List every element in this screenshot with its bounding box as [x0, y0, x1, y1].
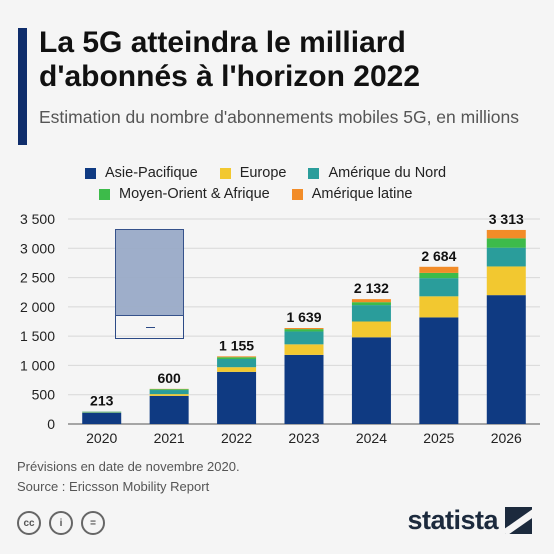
x-tick-label: 2023	[288, 430, 319, 446]
bar-segment	[419, 278, 459, 297]
y-tick-label: 500	[32, 387, 56, 403]
bar-segment	[149, 395, 189, 424]
chart-title: La 5G atteindra le milliard d'abonnés à …	[39, 26, 421, 93]
legend-swatch	[219, 167, 231, 179]
legend-item: Amérique du Nord	[308, 165, 446, 181]
bar-segment	[486, 247, 526, 267]
total-label: 2 132	[354, 280, 389, 296]
y-tick-label: 1 000	[20, 357, 55, 373]
legend-label: Amérique latine	[311, 186, 413, 202]
bar-segment	[419, 266, 459, 273]
bar-segment	[486, 238, 526, 248]
legend-swatch	[291, 188, 303, 200]
bar-segment	[217, 356, 257, 358]
y-tick-label: 3 500	[20, 211, 55, 227]
overlay-box-top	[115, 229, 184, 316]
bar-segment	[351, 302, 391, 306]
legend-item: Asie-Pacifique	[85, 165, 198, 181]
overlay-box-bottom	[115, 316, 184, 339]
total-label: 213	[90, 393, 114, 409]
license-icons: cc i =	[17, 511, 113, 535]
cc-icon[interactable]: cc	[17, 511, 41, 535]
bar-segment	[486, 295, 526, 424]
total-label: 600	[157, 370, 181, 386]
x-tick-label: 2024	[356, 430, 387, 446]
overlay-mark	[146, 327, 155, 328]
legend-label: Asie-Pacifique	[105, 165, 198, 181]
bar-segment	[82, 412, 122, 424]
bar-segment	[284, 328, 324, 330]
bar-segment	[217, 358, 257, 368]
bar-segment	[419, 272, 459, 279]
legend-label: Europe	[239, 165, 287, 181]
legend-swatch	[99, 188, 110, 200]
bar-segment	[351, 305, 391, 322]
bar-segment	[284, 344, 324, 355]
legend-label: Amérique du Nord	[328, 165, 447, 181]
y-tick-label: 0	[47, 416, 55, 432]
legend-item: Amérique latine	[291, 186, 413, 202]
footer: Prévisions en date de novembre 2020. Sou…	[17, 457, 240, 497]
statista-logo[interactable]: statista	[407, 505, 532, 536]
bar-segment	[284, 329, 324, 332]
footer-source: Source : Ericsson Mobility Report	[17, 479, 210, 494]
x-tick-label: 2021	[154, 430, 185, 446]
bar-segment	[149, 389, 189, 391]
chart-subtitle: Estimation du nombre d'abonnements mobil…	[39, 107, 519, 127]
person-icon[interactable]: i	[49, 511, 73, 535]
legend-row: Asie-Pacifique Europe Amérique du Nord	[85, 165, 468, 181]
bar-segment	[149, 394, 189, 396]
bar-segment	[217, 367, 257, 372]
bar-segment	[217, 371, 257, 424]
bar-segment	[351, 321, 391, 338]
bar-segment	[284, 354, 324, 424]
x-tick-label: 2022	[221, 430, 252, 446]
bar-segment	[351, 299, 391, 303]
total-label: 3 313	[489, 211, 524, 227]
bar-segment	[351, 337, 391, 424]
overlay-box	[115, 229, 184, 339]
y-tick-label: 1 500	[20, 328, 55, 344]
bar-segment	[419, 296, 459, 318]
statista-logo-icon	[505, 507, 532, 534]
stacked-bar-chart: 0 500 1 000 1 500 2 000 2 500 3 000 3 500 213 202…	[20, 211, 540, 446]
legend-row: Moyen-Orient & Afrique Amérique latine	[99, 186, 434, 202]
bar-segment	[486, 266, 526, 296]
bar-segment	[486, 229, 526, 239]
legend-swatch	[308, 167, 320, 179]
legend-label: Moyen-Orient & Afrique	[119, 186, 270, 202]
total-label: 1 155	[219, 337, 254, 353]
y-tick-label: 2 500	[20, 270, 55, 286]
footer-note: Prévisions en date de novembre 2020.	[17, 459, 240, 474]
legend-item: Moyen-Orient & Afrique	[99, 186, 270, 202]
bar-segment	[149, 390, 189, 395]
y-tick-label: 3 000	[20, 240, 55, 256]
x-tick-label: 2020	[86, 430, 117, 446]
bar-segment	[284, 331, 324, 345]
bar-segment	[419, 317, 459, 424]
bar-segment	[82, 411, 122, 413]
y-tick-label: 2 000	[20, 299, 55, 315]
legend-item: Europe	[219, 165, 287, 181]
x-tick-label: 2026	[491, 430, 522, 446]
brand-name: statista	[407, 505, 498, 535]
legend-swatch	[85, 167, 96, 179]
x-tick-label: 2025	[423, 430, 454, 446]
bar-segment	[217, 357, 257, 359]
total-label: 1 639	[286, 309, 321, 325]
equals-icon[interactable]: =	[81, 511, 105, 535]
total-label: 2 684	[421, 248, 456, 264]
accent-bar	[18, 28, 27, 145]
